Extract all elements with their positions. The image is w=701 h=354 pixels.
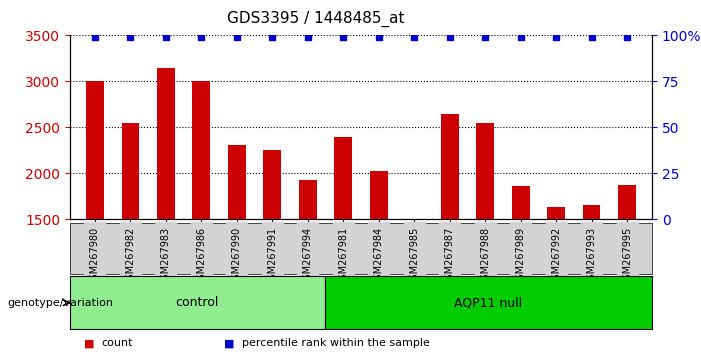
Text: genotype/variation: genotype/variation bbox=[7, 298, 113, 308]
Bar bbox=[476, 123, 494, 354]
Bar bbox=[157, 68, 175, 354]
Bar bbox=[405, 218, 423, 354]
Bar bbox=[264, 150, 281, 354]
Bar bbox=[370, 171, 388, 354]
Text: ■: ■ bbox=[224, 338, 235, 348]
Bar bbox=[547, 207, 565, 354]
Bar bbox=[583, 205, 601, 354]
Bar bbox=[512, 186, 529, 354]
Text: control: control bbox=[176, 296, 219, 309]
Bar bbox=[228, 145, 246, 354]
Bar bbox=[86, 81, 104, 354]
Bar bbox=[193, 81, 210, 354]
Bar bbox=[334, 137, 352, 354]
Text: GDS3395 / 1448485_at: GDS3395 / 1448485_at bbox=[226, 11, 404, 27]
Bar bbox=[618, 184, 636, 354]
Text: ■: ■ bbox=[84, 338, 95, 348]
Text: count: count bbox=[102, 338, 133, 348]
Bar bbox=[441, 114, 458, 354]
Bar bbox=[299, 180, 317, 354]
Bar bbox=[121, 123, 139, 354]
Text: percentile rank within the sample: percentile rank within the sample bbox=[242, 338, 430, 348]
Text: AQP11 null: AQP11 null bbox=[454, 296, 522, 309]
